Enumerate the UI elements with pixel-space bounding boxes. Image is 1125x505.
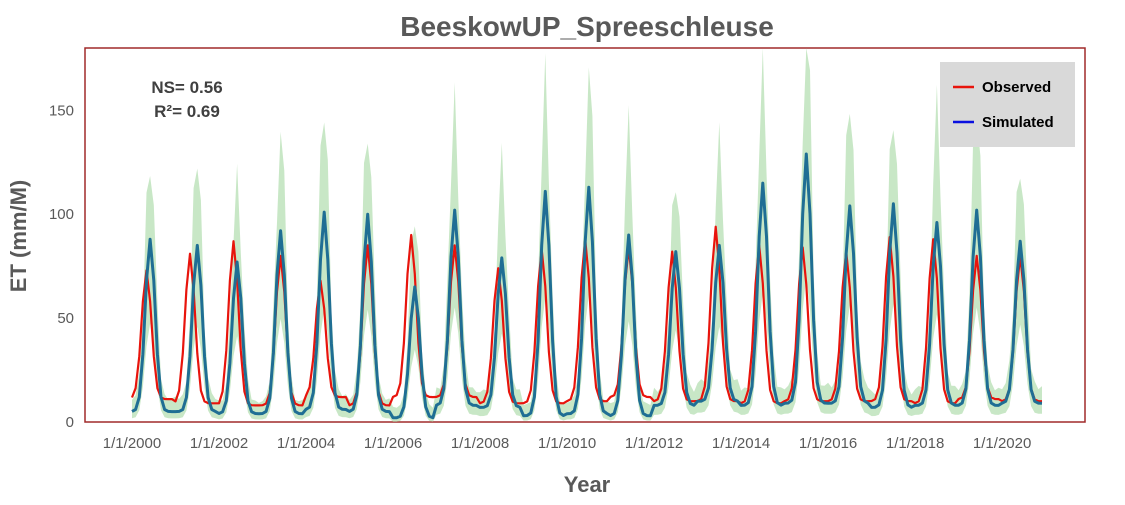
x-tick-label: 1/1/2002 bbox=[190, 435, 248, 452]
y-tick-label: 50 bbox=[57, 310, 74, 327]
y-axis: 0 50 100 150 bbox=[49, 102, 74, 431]
x-tick-label: 1/1/2018 bbox=[886, 435, 944, 452]
y-tick-label: 150 bbox=[49, 102, 74, 119]
chart-title: BeeskowUP_Spreeschleuse bbox=[400, 11, 774, 42]
r2-annotation: R²= 0.69 bbox=[154, 102, 220, 121]
x-tick-label: 1/1/2000 bbox=[103, 435, 161, 452]
x-tick-label: 1/1/2006 bbox=[364, 435, 422, 452]
legend-simulated-label: Simulated bbox=[982, 114, 1054, 131]
series-layer bbox=[130, 152, 1043, 420]
x-tick-label: 1/1/2014 bbox=[712, 435, 770, 452]
x-tick-label: 1/1/2016 bbox=[799, 435, 857, 452]
x-tick-label: 1/1/2020 bbox=[973, 435, 1031, 452]
y-axis-label: ET (mm/M) bbox=[6, 180, 31, 292]
x-axis-label: Year bbox=[564, 472, 611, 497]
x-tick-label: 1/1/2010 bbox=[538, 435, 596, 452]
ns-annotation: NS= 0.56 bbox=[151, 78, 222, 97]
x-tick-label: 1/1/2004 bbox=[277, 435, 335, 452]
legend: Observed Simulated bbox=[940, 62, 1075, 147]
x-tick-label: 1/1/2008 bbox=[451, 435, 509, 452]
legend-observed-label: Observed bbox=[982, 79, 1051, 96]
y-tick-label: 0 bbox=[66, 414, 74, 431]
y-tick-label: 100 bbox=[49, 206, 74, 223]
x-axis: 1/1/2000 1/1/2002 1/1/2004 1/1/2006 1/1/2008… bbox=[103, 435, 1032, 452]
x-tick-label: 1/1/2012 bbox=[625, 435, 683, 452]
series-line-simulated bbox=[131, 152, 1043, 420]
legend-box bbox=[940, 62, 1075, 147]
